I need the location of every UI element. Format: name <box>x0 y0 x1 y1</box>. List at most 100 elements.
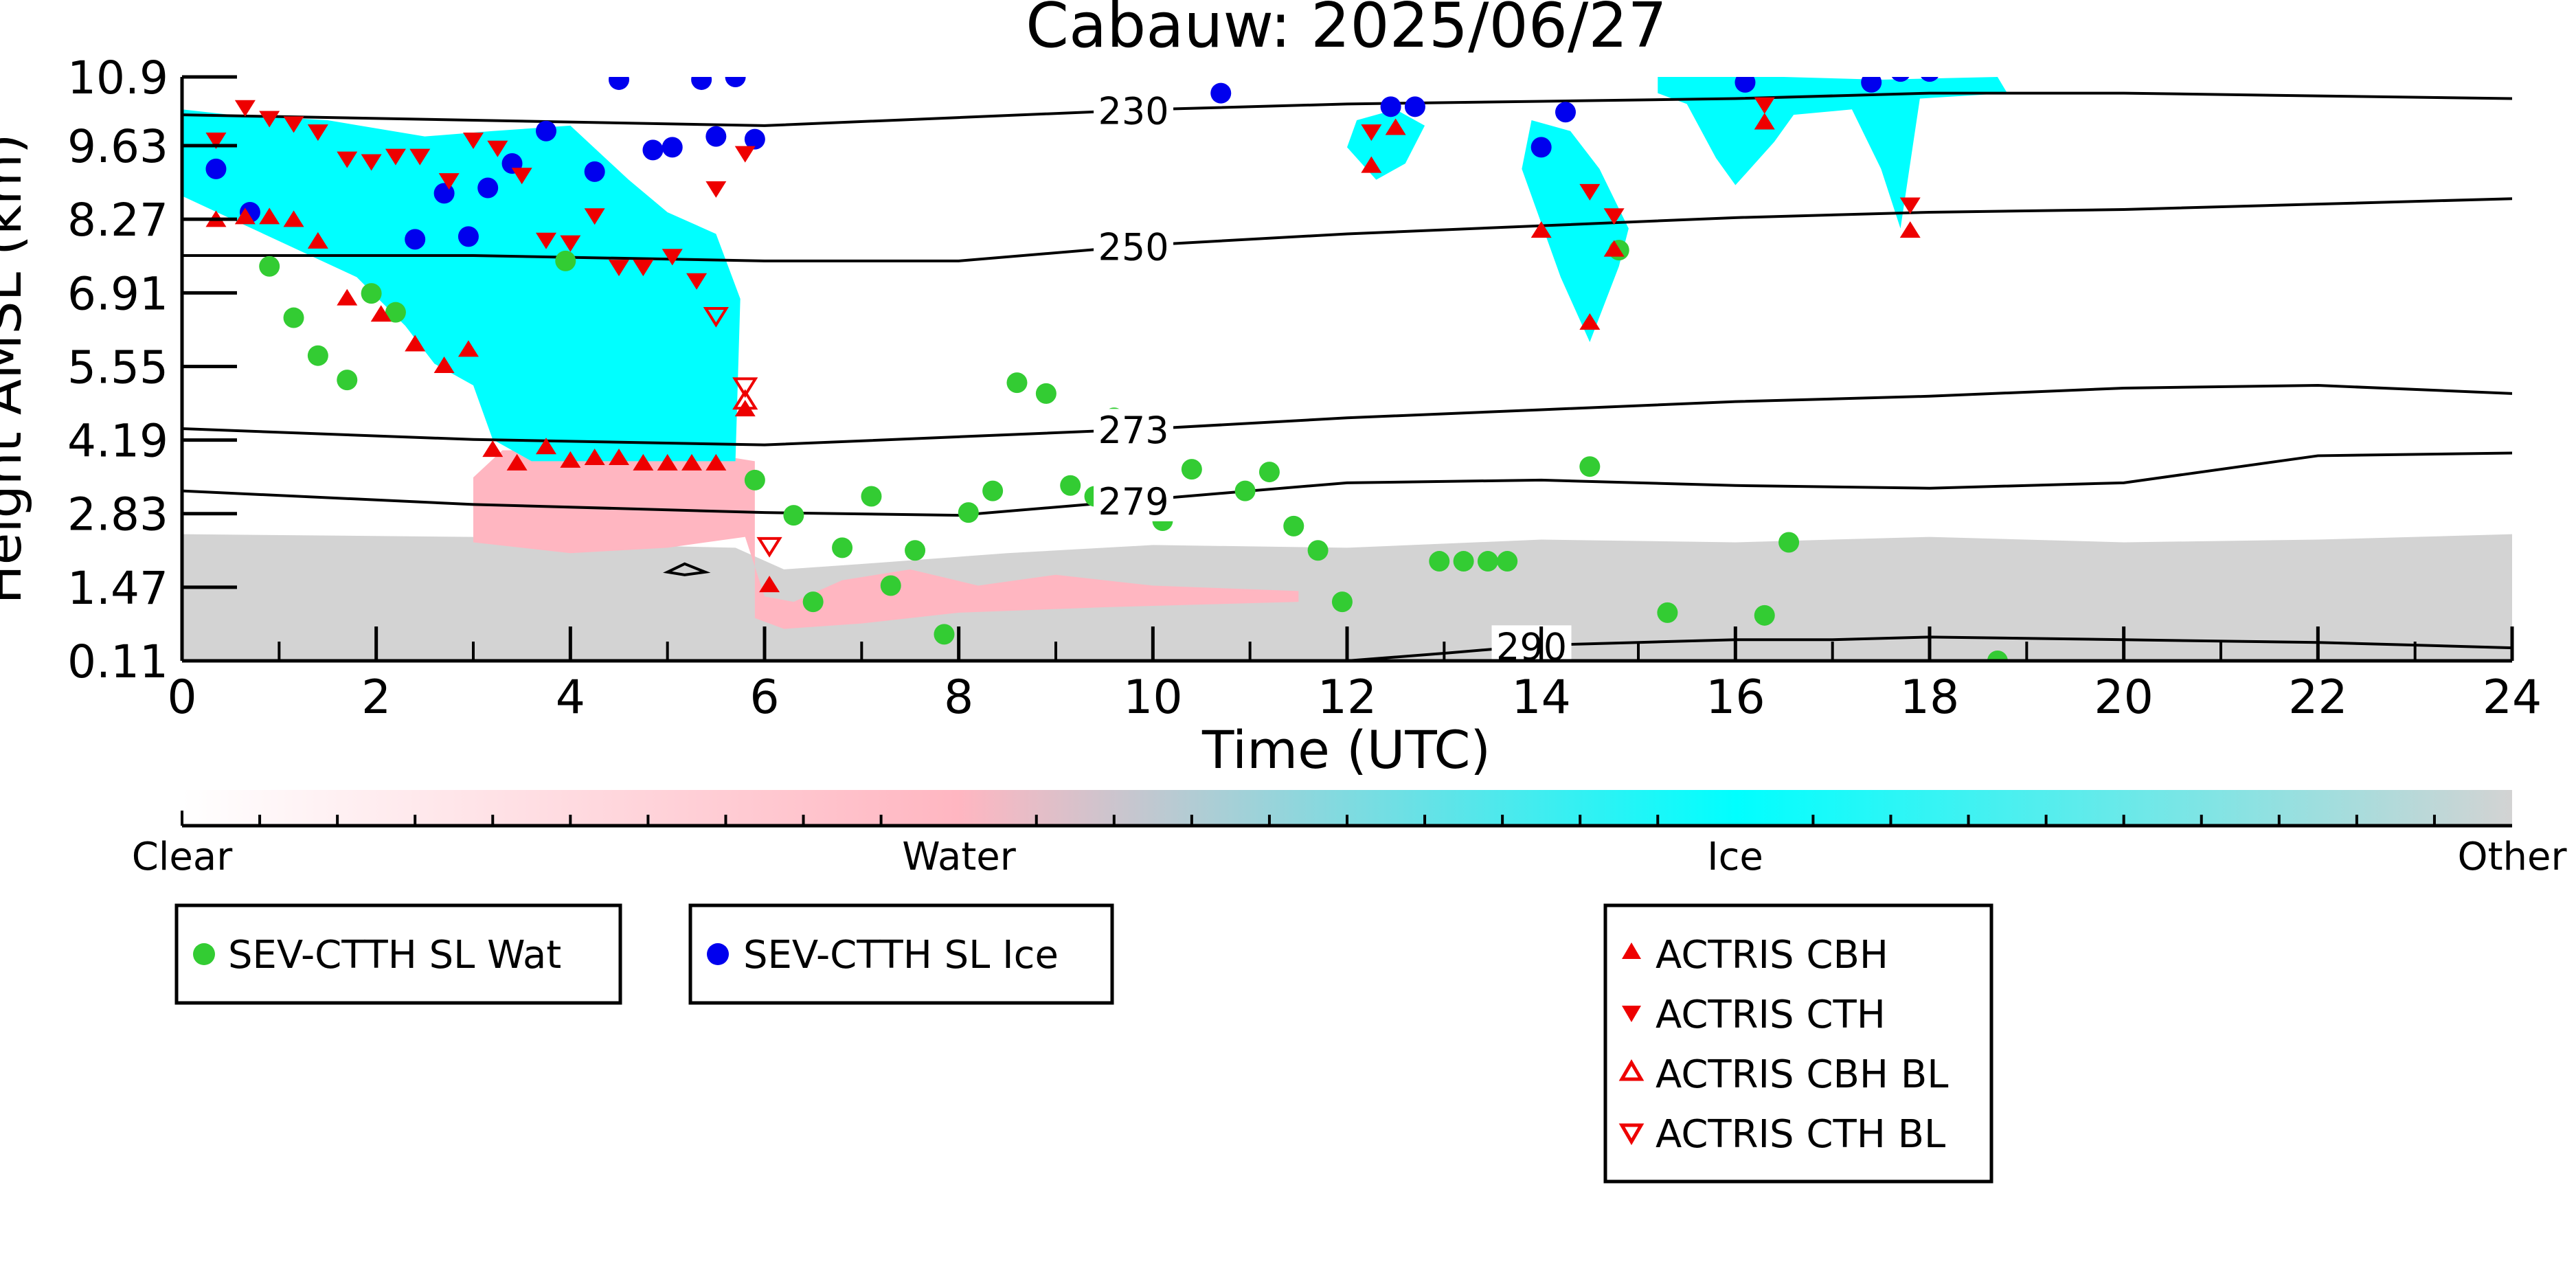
legend-actris: ACTRIS CBH ACTRIS CTH ACTRIS CBH BL ACTR… <box>1603 903 1993 1184</box>
x-tick-label: 8 <box>944 670 973 725</box>
actris-cth-point <box>307 124 328 142</box>
sev-ctth-sl-ice-point <box>1861 77 1882 93</box>
sev-ctth-sl-ice-point <box>691 77 712 90</box>
sev-ctth-sl-wat-point <box>802 591 824 613</box>
actris-cbh-point <box>584 448 605 465</box>
legend-label-wat: SEV-CTTH SL Wat <box>228 933 561 978</box>
actris-cbh-point <box>705 453 727 471</box>
actris-cth-point <box>259 111 280 128</box>
sev-ctth-sl-ice-point <box>433 183 455 204</box>
legend-label-cbh-bl: ACTRIS CBH BL <box>1656 1052 1948 1097</box>
actris-cth-bl-point <box>732 377 758 398</box>
y-tick-label: 5.55 <box>67 341 168 394</box>
y-tick-label: 10.9 <box>67 52 168 104</box>
legend-marker-ice <box>707 943 729 965</box>
actris-cth-point <box>385 148 406 166</box>
y-tick-label: 1.47 <box>67 562 168 615</box>
actris-cbh-point <box>433 357 455 374</box>
sev-ctth-sl-ice-point <box>457 226 479 247</box>
actris-cbh-bl-point <box>732 389 758 410</box>
legend-marker-cbh <box>1622 942 1641 959</box>
x-tick-label: 20 <box>2094 670 2154 725</box>
sev-ctth-sl-wat-point <box>1060 475 1081 496</box>
contour-label-279: 279 <box>1098 480 1169 523</box>
actris-cth-point <box>337 151 358 168</box>
actris-cbh-point <box>1579 313 1601 330</box>
sev-ctth-sl-ice-point <box>662 137 683 158</box>
actris-cth-point <box>1603 208 1625 225</box>
sev-ctth-sl-wat-point <box>337 370 358 391</box>
actris-cbh-point <box>1899 221 1921 238</box>
sev-ctth-sl-ice-point <box>1210 82 1232 104</box>
actris-cth-point <box>1754 97 1775 114</box>
legend-label-cth-bl: ACTRIS CTH BL <box>1656 1112 1945 1157</box>
y-axis-label: Height AMSL (km) <box>0 133 33 604</box>
y-tick-label: 4.19 <box>67 415 168 468</box>
sev-ctth-sl-wat-point <box>905 540 926 561</box>
plot-area <box>182 77 2512 661</box>
contour-line-279 <box>182 451 2512 517</box>
actris-cth-point <box>234 100 256 117</box>
sev-ctth-sl-wat-point <box>1234 480 1256 501</box>
legend-marker-wat <box>193 943 215 965</box>
actris-cth-point <box>487 140 508 157</box>
x-tick-label: 16 <box>1706 670 1765 725</box>
actris-cbh-point <box>1603 240 1625 257</box>
actris-cth-point <box>1579 183 1601 201</box>
actris-cth-point <box>361 154 382 171</box>
sev-ctth-sl-wat-point <box>880 575 901 596</box>
contour-label-bg-279 <box>1094 479 1174 521</box>
contour-line-230 <box>182 91 2512 127</box>
sev-ctth-sl-wat-point <box>307 345 328 366</box>
colorbar-ticks <box>181 811 2436 826</box>
x-tick-label: 10 <box>1123 670 1183 725</box>
sev-ctth-sl-ice-point <box>744 128 765 150</box>
colorbar-label-water: Water <box>902 835 1017 879</box>
actris-cbh-point <box>1361 156 1382 173</box>
ice-region-12h <box>1347 109 1425 180</box>
sev-ctth-sl-wat-point <box>1497 551 1518 572</box>
sev-ctth-sl-wat-point <box>934 624 955 645</box>
y-tick-label: 2.83 <box>67 488 168 541</box>
actris-cbh-point <box>1754 113 1775 130</box>
sev-ctth-sl-ice-point <box>1921 77 1939 82</box>
legend-box-water <box>174 903 622 1005</box>
colorbar-label-other: Other <box>2457 835 2567 879</box>
actris-cth-point <box>409 148 431 166</box>
x-tick-label: 14 <box>1511 670 1571 725</box>
actris-cbh-point <box>370 305 392 322</box>
contour-label-250: 250 <box>1098 226 1169 269</box>
actris-cbh-point <box>259 207 280 225</box>
contour-label-bg-230 <box>1094 89 1174 131</box>
x-tick-label: 4 <box>556 670 585 725</box>
sev-ctth-sl-wat-point <box>283 307 304 328</box>
actris-cbh-point <box>759 576 780 593</box>
legend-label-ice: SEV-CTTH SL Ice <box>743 933 1059 978</box>
sev-ctth-sl-ice-point <box>536 120 556 142</box>
data-markers <box>205 77 2008 661</box>
actris-cbh-point <box>657 453 678 471</box>
sev-ctth-sl-wat-point <box>861 486 882 507</box>
x-tick-label: 24 <box>2483 670 2542 725</box>
sev-ctth-sl-ice-point <box>705 126 727 147</box>
sev-ctth-sl-ice-point <box>1891 77 1910 82</box>
water-region <box>473 450 1299 629</box>
sev-ctth-sl-wat-point <box>1778 532 1800 553</box>
temperature-contours <box>182 91 2512 661</box>
actris-cbh-point <box>1385 118 1406 135</box>
x-tick-label: 12 <box>1318 670 1377 725</box>
x-tick-label: 6 <box>749 670 779 725</box>
y-tick-label: 9.63 <box>67 120 168 173</box>
sev-ctth-sl-wat-point <box>1754 605 1775 626</box>
sev-ctth-sl-ice-point <box>205 158 227 179</box>
sev-ctth-sl-wat-point <box>1987 651 2008 661</box>
actris-cbh-point <box>283 210 304 227</box>
sev-ctth-sl-wat-point <box>1477 551 1498 572</box>
actris-cbh-point <box>457 340 479 357</box>
contour-label-bg-273 <box>1094 409 1174 451</box>
legend-water: SEV-CTTH SL Wat <box>174 903 622 1005</box>
sev-ctth-sl-ice-point <box>1555 102 1576 123</box>
x-tick-label: 22 <box>2288 670 2348 725</box>
x-tick-label: 18 <box>1900 670 1960 725</box>
sev-ctth-sl-ice-point <box>477 177 499 199</box>
